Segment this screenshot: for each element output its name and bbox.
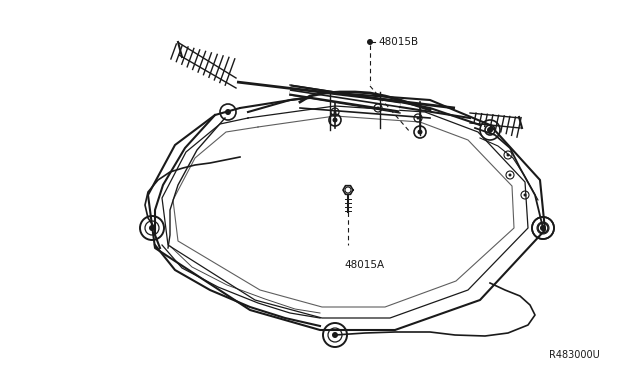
Circle shape xyxy=(333,118,337,122)
Circle shape xyxy=(487,127,493,133)
Circle shape xyxy=(149,225,155,231)
Text: 48015B: 48015B xyxy=(378,37,418,47)
Circle shape xyxy=(540,225,546,231)
Circle shape xyxy=(417,116,419,119)
Text: 48015A: 48015A xyxy=(344,260,384,270)
Circle shape xyxy=(509,173,511,176)
Circle shape xyxy=(376,106,380,109)
Circle shape xyxy=(541,225,545,231)
Circle shape xyxy=(506,154,509,157)
Circle shape xyxy=(333,110,337,113)
Circle shape xyxy=(225,109,231,115)
Circle shape xyxy=(332,332,338,338)
Text: R483000U: R483000U xyxy=(549,350,600,360)
Circle shape xyxy=(524,193,527,196)
Circle shape xyxy=(417,129,422,135)
Circle shape xyxy=(367,39,373,45)
